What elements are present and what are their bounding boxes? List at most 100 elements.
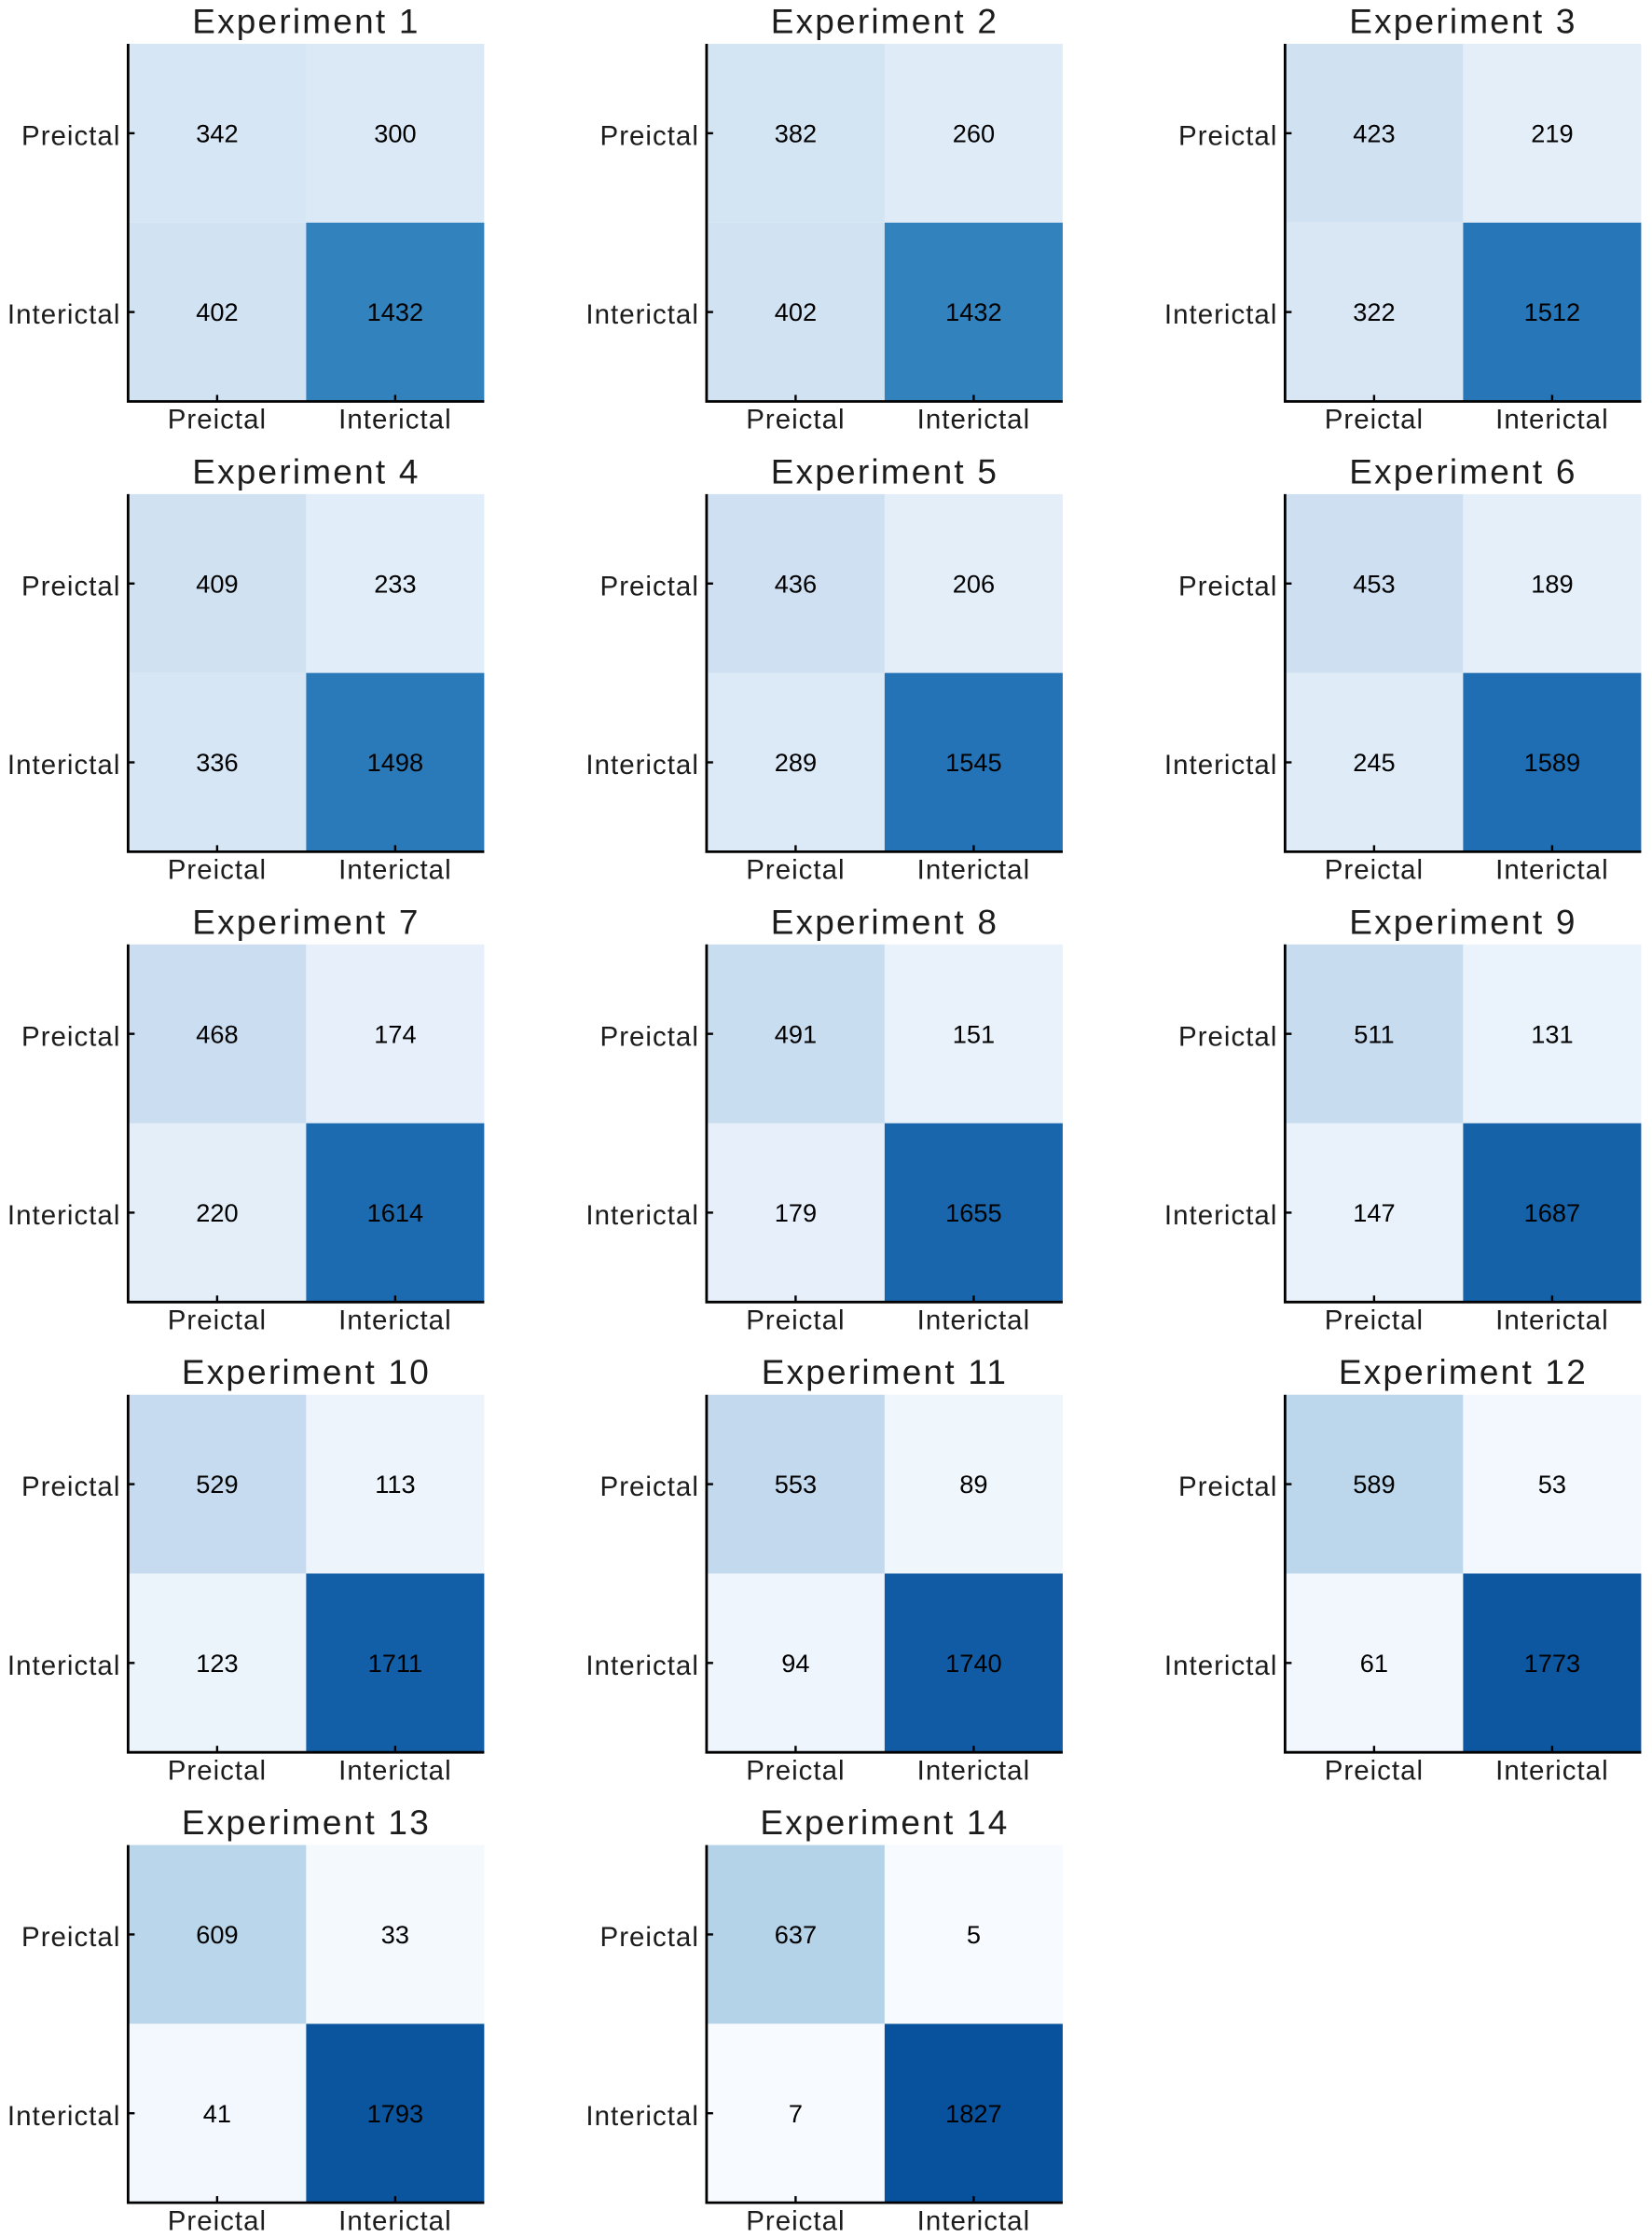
svg-text:220: 220: [196, 1198, 238, 1227]
svg-text:Interictal: Interictal: [1164, 750, 1278, 781]
svg-text:Interictal: Interictal: [585, 1200, 699, 1231]
svg-text:Preictal: Preictal: [21, 571, 120, 601]
svg-text:Interictal: Interictal: [1164, 299, 1278, 330]
svg-text:Preictal: Preictal: [600, 1922, 699, 1953]
svg-text:Interictal: Interictal: [7, 1200, 121, 1231]
svg-text:Experiment 7: Experiment 7: [192, 903, 420, 941]
svg-text:1432: 1432: [945, 297, 1001, 326]
svg-text:147: 147: [1353, 1198, 1395, 1227]
svg-text:Interictal: Interictal: [338, 2205, 452, 2236]
svg-text:553: 553: [775, 1470, 817, 1499]
svg-text:Preictal: Preictal: [1178, 120, 1277, 151]
svg-text:Interictal: Interictal: [917, 1306, 1031, 1336]
svg-text:5: 5: [967, 1920, 981, 1949]
svg-text:7: 7: [789, 2099, 803, 2128]
svg-text:1655: 1655: [945, 1198, 1001, 1227]
svg-text:1687: 1687: [1524, 1198, 1580, 1227]
svg-text:Experiment 13: Experiment 13: [182, 1803, 431, 1842]
svg-text:402: 402: [775, 297, 817, 326]
svg-text:Interictal: Interictal: [1495, 405, 1609, 435]
svg-text:245: 245: [1353, 748, 1395, 777]
svg-text:1773: 1773: [1524, 1649, 1580, 1678]
svg-text:529: 529: [196, 1470, 238, 1499]
svg-text:174: 174: [374, 1019, 416, 1048]
svg-text:1827: 1827: [945, 2099, 1001, 2128]
svg-text:Experiment 1: Experiment 1: [192, 3, 420, 41]
svg-text:Interictal: Interictal: [7, 750, 121, 781]
svg-text:1432: 1432: [367, 297, 423, 326]
svg-text:Experiment 12: Experiment 12: [1339, 1353, 1588, 1391]
svg-text:Interictal: Interictal: [917, 2205, 1031, 2236]
svg-text:113: 113: [375, 1470, 415, 1499]
svg-text:491: 491: [775, 1019, 817, 1048]
svg-text:Experiment 2: Experiment 2: [771, 3, 998, 41]
svg-text:53: 53: [1538, 1470, 1566, 1499]
svg-text:206: 206: [953, 569, 995, 598]
svg-text:Preictal: Preictal: [600, 1471, 699, 1502]
svg-text:322: 322: [1353, 297, 1395, 326]
svg-text:Experiment 5: Experiment 5: [771, 452, 998, 490]
svg-text:Interictal: Interictal: [1164, 1651, 1278, 1681]
svg-text:Preictal: Preictal: [168, 405, 267, 435]
svg-text:219: 219: [1531, 118, 1573, 147]
svg-text:Preictal: Preictal: [746, 855, 845, 886]
svg-text:Preictal: Preictal: [21, 1021, 120, 1052]
svg-text:1793: 1793: [367, 2099, 423, 2128]
svg-text:Preictal: Preictal: [1325, 1306, 1424, 1336]
svg-text:Interictal: Interictal: [1495, 1755, 1609, 1786]
svg-text:289: 289: [775, 748, 817, 777]
svg-text:382: 382: [775, 118, 817, 147]
svg-text:Preictal: Preictal: [1178, 571, 1277, 601]
svg-text:61: 61: [1360, 1649, 1388, 1678]
svg-text:Interictal: Interictal: [585, 2101, 699, 2132]
svg-text:89: 89: [959, 1470, 987, 1499]
svg-text:Interictal: Interictal: [7, 299, 121, 330]
svg-text:1545: 1545: [945, 748, 1001, 777]
svg-text:Preictal: Preictal: [168, 855, 267, 886]
svg-text:511: 511: [1354, 1019, 1394, 1048]
svg-text:Interictal: Interictal: [338, 1755, 452, 1786]
svg-text:Interictal: Interictal: [917, 1755, 1031, 1786]
svg-text:Preictal: Preictal: [21, 120, 120, 151]
svg-text:Preictal: Preictal: [1325, 1755, 1424, 1786]
svg-text:Experiment 10: Experiment 10: [182, 1353, 431, 1391]
svg-text:423: 423: [1353, 118, 1395, 147]
svg-text:Interictal: Interictal: [917, 405, 1031, 435]
svg-text:Interictal: Interictal: [7, 1651, 121, 1681]
svg-text:Preictal: Preictal: [600, 571, 699, 601]
svg-text:Experiment 6: Experiment 6: [1349, 452, 1576, 490]
svg-text:Experiment 14: Experiment 14: [760, 1803, 1009, 1842]
svg-text:Interictal: Interictal: [585, 299, 699, 330]
svg-text:Interictal: Interictal: [1495, 1306, 1609, 1336]
svg-text:Preictal: Preictal: [168, 1306, 267, 1336]
svg-text:Interictal: Interictal: [1495, 855, 1609, 886]
svg-text:Experiment 4: Experiment 4: [192, 452, 420, 490]
svg-text:260: 260: [953, 118, 995, 147]
svg-text:33: 33: [381, 1920, 409, 1949]
svg-text:94: 94: [781, 1649, 809, 1678]
svg-text:300: 300: [374, 118, 416, 147]
svg-text:589: 589: [1353, 1470, 1395, 1499]
svg-text:Experiment 9: Experiment 9: [1349, 903, 1576, 941]
svg-text:189: 189: [1531, 569, 1573, 598]
svg-text:1512: 1512: [1524, 297, 1580, 326]
svg-text:468: 468: [196, 1019, 238, 1048]
svg-text:Interictal: Interictal: [338, 1306, 452, 1336]
svg-text:1614: 1614: [367, 1198, 423, 1227]
svg-text:436: 436: [775, 569, 817, 598]
svg-text:1589: 1589: [1524, 748, 1580, 777]
svg-text:Preictal: Preictal: [1325, 405, 1424, 435]
svg-text:41: 41: [203, 2099, 231, 2128]
svg-text:Preictal: Preictal: [746, 1755, 845, 1786]
svg-text:Preictal: Preictal: [600, 120, 699, 151]
svg-text:Preictal: Preictal: [1178, 1021, 1277, 1052]
svg-text:233: 233: [374, 569, 416, 598]
svg-text:Experiment 11: Experiment 11: [762, 1353, 1008, 1391]
svg-text:1498: 1498: [367, 748, 423, 777]
svg-text:Preictal: Preictal: [746, 405, 845, 435]
svg-text:Preictal: Preictal: [21, 1471, 120, 1502]
svg-text:637: 637: [775, 1920, 817, 1949]
svg-text:131: 131: [1531, 1019, 1573, 1048]
svg-text:Interictal: Interictal: [917, 855, 1031, 886]
svg-text:Preictal: Preictal: [746, 1306, 845, 1336]
